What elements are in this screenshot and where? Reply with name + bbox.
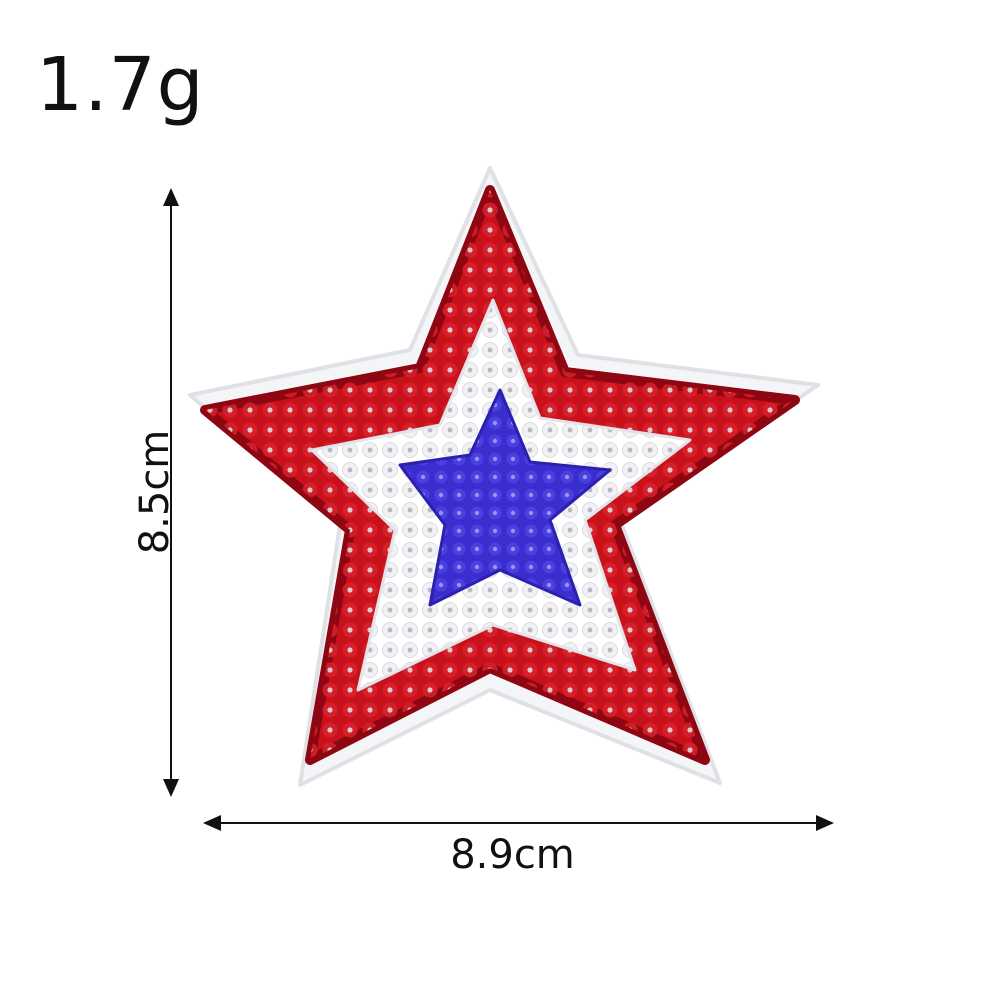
blue-center-sequin-star	[398, 388, 612, 607]
width-label: 8.9cm	[450, 832, 575, 878]
weight-label: 1.7g	[36, 42, 205, 128]
height-label: 8.5cm	[132, 429, 178, 555]
